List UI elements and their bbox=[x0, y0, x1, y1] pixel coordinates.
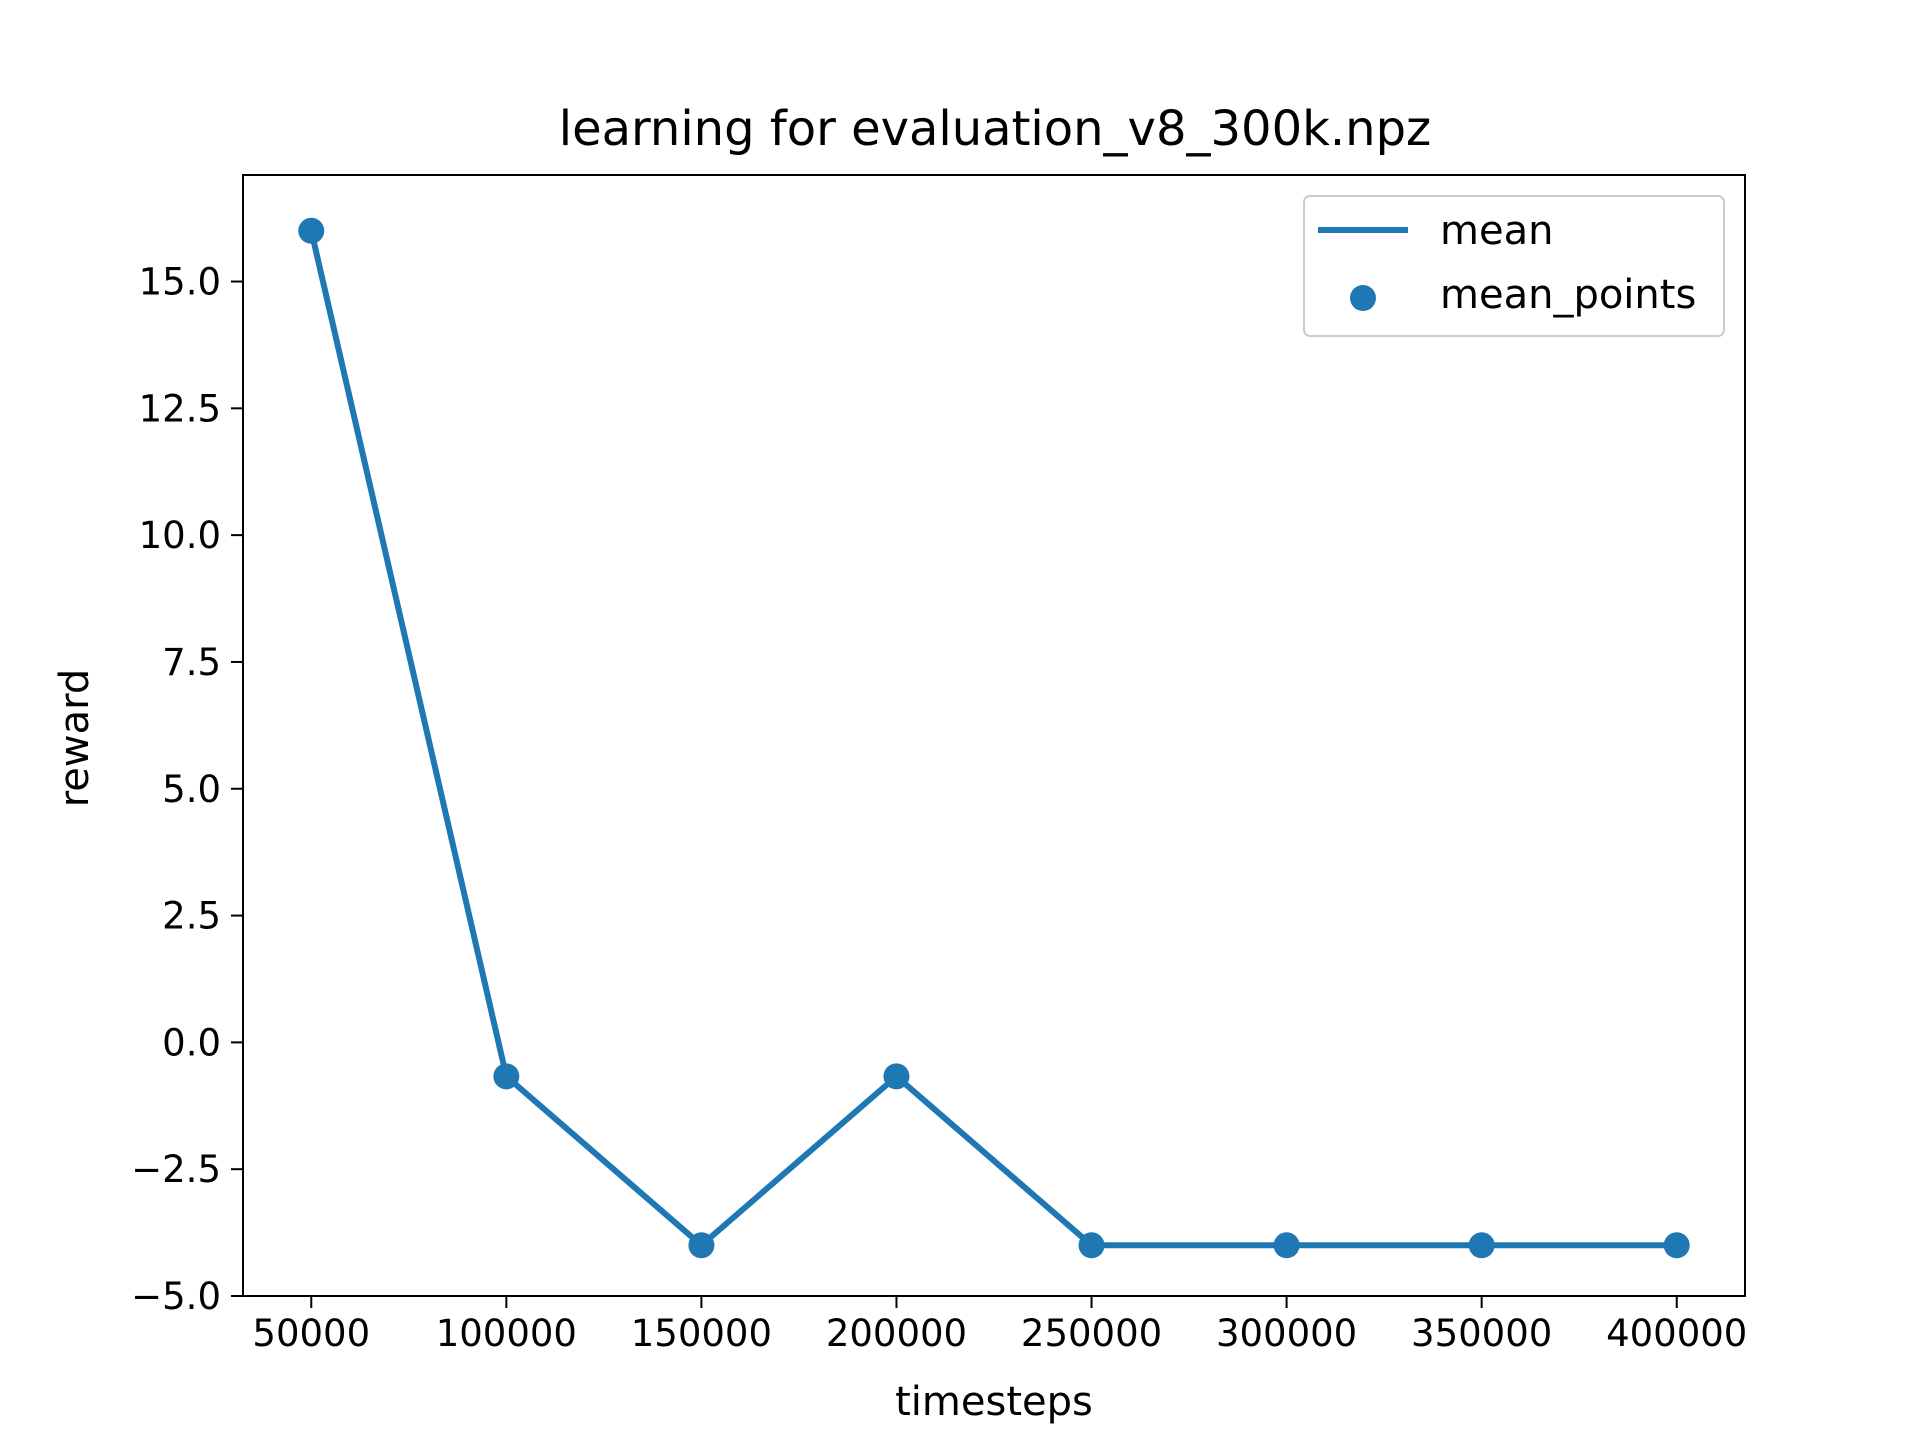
mean-point bbox=[883, 1063, 910, 1090]
x-tick-label: 100000 bbox=[436, 1312, 577, 1355]
y-tick-label: 2.5 bbox=[162, 895, 221, 938]
y-axis-label: reward bbox=[52, 669, 98, 808]
mean-point bbox=[1078, 1232, 1105, 1259]
x-tick-label: 50000 bbox=[252, 1312, 370, 1355]
y-tick-label: 7.5 bbox=[162, 641, 221, 684]
plot-area bbox=[242, 174, 1746, 1297]
x-tick-label: 300000 bbox=[1216, 1312, 1357, 1355]
x-tick-label: 150000 bbox=[631, 1312, 772, 1355]
x-axis-label: timesteps bbox=[895, 1379, 1093, 1425]
mean-point bbox=[688, 1232, 715, 1259]
y-tick-label: −2.5 bbox=[131, 1148, 221, 1191]
mean-point bbox=[298, 217, 325, 244]
mean-point bbox=[1273, 1232, 1300, 1259]
legend-marker-swatch bbox=[1350, 285, 1376, 311]
x-tick-label: 350000 bbox=[1411, 1312, 1552, 1355]
x-tick-label: 200000 bbox=[826, 1312, 967, 1355]
legend-label-mean: mean bbox=[1440, 208, 1553, 254]
y-tick-label: 10.0 bbox=[139, 514, 221, 557]
series-layer bbox=[298, 217, 1690, 1259]
x-tick-label: 250000 bbox=[1021, 1312, 1162, 1355]
y-tick-label: 5.0 bbox=[162, 768, 221, 811]
y-tick-label: 0.0 bbox=[162, 1021, 221, 1064]
y-tick-label: 12.5 bbox=[139, 387, 221, 430]
y-axis-ticks: −5.0 −2.5 0.0 2.5 5.0 7.5 10.0 12.5 15.0 bbox=[131, 261, 243, 1318]
chart-title: learning for evaluation_v8_300k.npz bbox=[559, 101, 1432, 157]
legend-frame bbox=[1303, 195, 1725, 337]
series-line-mean bbox=[308, 227, 1680, 1249]
y-tick-label: 15.0 bbox=[139, 261, 221, 304]
mean-point bbox=[493, 1063, 520, 1090]
x-axis-ticks: 50000 100000 150000 200000 250000 300000 35000… bbox=[252, 1296, 1747, 1355]
mean-point bbox=[1468, 1232, 1495, 1259]
x-tick-label: 400000 bbox=[1606, 1312, 1747, 1355]
legend-label-mean-points: mean_points bbox=[1440, 272, 1696, 318]
mean-point bbox=[1663, 1232, 1690, 1259]
axes-frame bbox=[242, 174, 1746, 1297]
y-tick-label: −5.0 bbox=[131, 1275, 221, 1318]
legend: mean mean_points bbox=[1303, 195, 1725, 337]
